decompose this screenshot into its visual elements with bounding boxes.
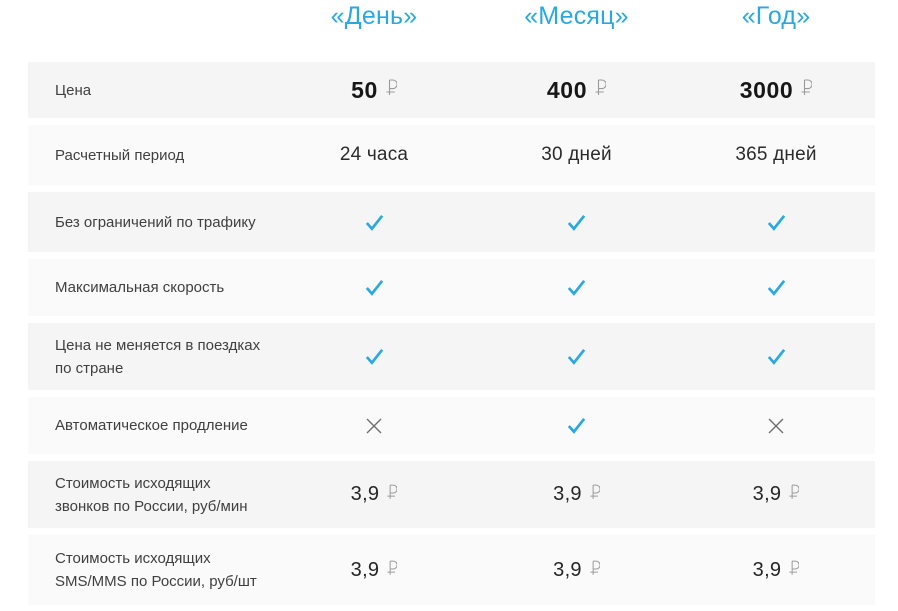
tariff-comparison-table: «День» «Месяц» «Год» Цена 50 400 3000 Ра… (28, 0, 875, 605)
calls-cost-year: 3,9 (677, 483, 875, 506)
cross-icon (677, 415, 875, 437)
table-row-max-speed: Максимальная скорость (28, 259, 875, 316)
check-icon (476, 414, 677, 437)
check-icon (476, 211, 677, 234)
sms-cost-year: 3,9 (677, 559, 875, 582)
period-value-day: 24 часа (339, 144, 409, 165)
plan-header-day[interactable]: «День» (330, 2, 418, 30)
cross-icon (272, 415, 476, 437)
row-label: Цена (55, 81, 92, 99)
check-icon (272, 211, 476, 234)
row-label: Цена не меняется в поездках по стране (55, 336, 261, 377)
check-icon (272, 345, 476, 368)
check-icon (476, 345, 677, 368)
sms-cost-day: 3,9 (272, 559, 476, 582)
check-icon (677, 345, 875, 368)
ruble-icon (385, 79, 398, 101)
sms-cost-month: 3,9 (476, 559, 677, 582)
check-icon (272, 276, 476, 299)
calls-cost-day: 3,9 (272, 483, 476, 506)
calls-cost-month: 3,9 (476, 483, 677, 506)
row-label: Автоматическое продление (55, 417, 248, 434)
table-row-auto-renewal: Автоматическое продление (28, 397, 875, 454)
ruble-icon (589, 484, 601, 505)
row-label: Стоимость исходящих SMS/MMS по России, р… (55, 550, 257, 590)
ruble-icon (800, 79, 813, 101)
row-label: Стоимость исходящих звонков по России, р… (55, 474, 248, 515)
table-row-sms-cost: Стоимость исходящих SMS/MMS по России, р… (28, 535, 875, 605)
price-value-month: 400 (476, 77, 677, 104)
plans-header: «День» «Месяц» «Год» (28, 0, 875, 62)
row-label: Максимальная скорость (55, 279, 225, 296)
ruble-icon (788, 560, 800, 581)
row-label: Без ограничений по трафику (55, 213, 256, 231)
ruble-icon (594, 79, 607, 101)
plan-header-year[interactable]: «Год» (741, 2, 811, 30)
row-label: Расчетный период (55, 146, 185, 164)
check-icon (677, 276, 875, 299)
check-icon (677, 211, 875, 234)
table-row-period: Расчетный период 24 часа 30 дней 365 дне… (28, 125, 875, 185)
table-row-unlimited-traffic: Без ограничений по трафику (28, 192, 875, 252)
ruble-icon (386, 560, 398, 581)
ruble-icon (788, 484, 800, 505)
period-value-year: 365 дней (735, 144, 817, 165)
plan-header-month[interactable]: «Месяц» (524, 2, 629, 30)
check-icon (476, 276, 677, 299)
ruble-icon (589, 560, 601, 581)
period-value-month: 30 дней (541, 144, 612, 165)
table-row-price: Цена 50 400 3000 (28, 62, 875, 118)
table-body: Цена 50 400 3000 Расчетный период 24 час… (28, 62, 875, 605)
table-row-roaming-price: Цена не меняется в поездках по стране (28, 323, 875, 390)
price-value-day: 50 (272, 77, 476, 104)
table-row-calls-cost: Стоимость исходящих звонков по России, р… (28, 461, 875, 528)
price-value-year: 3000 (677, 77, 875, 104)
ruble-icon (386, 484, 398, 505)
